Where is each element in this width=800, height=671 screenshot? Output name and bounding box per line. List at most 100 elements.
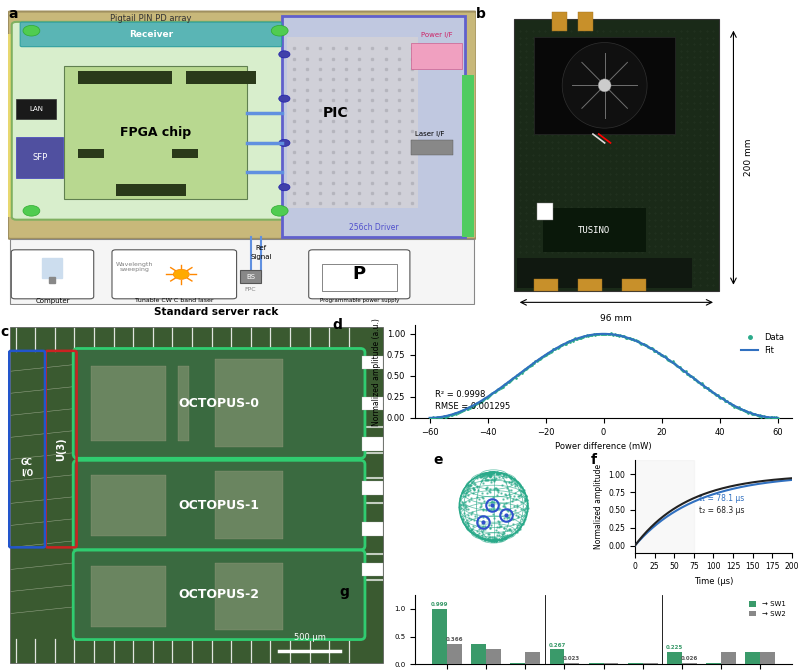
Bar: [78, 149, 104, 158]
Text: 96 mm: 96 mm: [601, 314, 632, 323]
FancyBboxPatch shape: [17, 99, 56, 119]
Text: a: a: [8, 7, 18, 21]
Bar: [91, 366, 166, 441]
FancyBboxPatch shape: [12, 22, 288, 219]
Text: OCTOPUS-1: OCTOPUS-1: [178, 499, 259, 511]
Line: Fit: Fit: [430, 334, 778, 418]
Bar: [116, 185, 186, 196]
Fit: [426, 414, 435, 422]
Text: t₁ = 78.1 μs: t₁ = 78.1 μs: [699, 495, 745, 503]
Text: 0.026: 0.026: [681, 656, 698, 662]
Bar: [578, 11, 593, 31]
Text: t₂ = 68.3 μs: t₂ = 68.3 μs: [699, 506, 745, 515]
FancyBboxPatch shape: [10, 239, 474, 304]
Text: Standard server rack: Standard server rack: [154, 307, 278, 317]
Text: U(3): U(3): [56, 437, 66, 461]
Circle shape: [23, 205, 40, 216]
FancyBboxPatch shape: [20, 22, 282, 47]
Text: Laser I/F: Laser I/F: [415, 131, 444, 137]
Bar: [642, 663, 658, 664]
Bar: [550, 650, 565, 664]
Text: g: g: [340, 584, 350, 599]
Text: 0.267: 0.267: [548, 643, 566, 648]
Bar: [447, 644, 462, 664]
Bar: [517, 258, 693, 288]
Bar: [215, 471, 283, 539]
Bar: [603, 663, 618, 664]
Circle shape: [23, 25, 40, 36]
Circle shape: [271, 205, 288, 216]
FancyBboxPatch shape: [411, 42, 462, 69]
FancyBboxPatch shape: [74, 460, 365, 550]
Text: b: b: [476, 7, 486, 21]
FancyBboxPatch shape: [286, 37, 418, 208]
Bar: [578, 278, 602, 291]
Bar: [721, 652, 736, 664]
Legend: Data, Fit: Data, Fit: [738, 329, 788, 358]
FancyBboxPatch shape: [11, 250, 94, 299]
Fit: [719, 396, 729, 404]
Fit: [742, 407, 751, 415]
Bar: [622, 278, 646, 291]
Text: Tunable CW C band laser: Tunable CW C band laser: [135, 299, 214, 303]
Legend: → SW1, → SW2: → SW1, → SW2: [746, 599, 789, 619]
Bar: [635, 460, 694, 553]
Bar: [91, 566, 166, 627]
Text: TUSINO: TUSINO: [578, 225, 610, 235]
Text: R² = 0.9998: R² = 0.9998: [435, 390, 486, 399]
Bar: [411, 140, 453, 155]
Text: 200 mm: 200 mm: [744, 139, 753, 176]
Bar: [745, 652, 760, 664]
Fit: [773, 414, 782, 422]
Circle shape: [278, 184, 290, 191]
Text: Power I/F: Power I/F: [421, 32, 453, 38]
Fit: [425, 414, 434, 422]
Bar: [362, 356, 383, 370]
Data: [773, 413, 782, 421]
Text: e: e: [434, 453, 443, 467]
Bar: [186, 70, 256, 84]
Text: RMSE = 0.001295: RMSE = 0.001295: [435, 401, 510, 411]
Bar: [628, 663, 642, 664]
Data: [633, 336, 642, 344]
Line: Data: Data: [428, 332, 778, 419]
Bar: [462, 75, 474, 238]
Data: [425, 413, 434, 421]
Circle shape: [278, 95, 290, 102]
Bar: [486, 650, 501, 664]
Bar: [362, 562, 383, 576]
FancyBboxPatch shape: [309, 250, 410, 299]
Bar: [91, 474, 166, 535]
Bar: [565, 663, 579, 664]
Text: P: P: [353, 265, 366, 283]
Bar: [552, 11, 566, 31]
Text: FPC: FPC: [245, 287, 257, 292]
Bar: [589, 663, 603, 664]
Text: f: f: [591, 453, 597, 467]
Data: [639, 340, 649, 348]
Fit: [639, 340, 649, 348]
Y-axis label: Normalized amplitude (a.u.): Normalized amplitude (a.u.): [372, 317, 382, 425]
Bar: [543, 208, 646, 252]
Bar: [362, 522, 383, 535]
FancyBboxPatch shape: [74, 550, 365, 639]
Text: 0.225: 0.225: [666, 645, 683, 650]
X-axis label: Time (μs): Time (μs): [694, 577, 733, 586]
Bar: [362, 481, 383, 495]
Fit: [598, 330, 608, 338]
FancyBboxPatch shape: [112, 250, 237, 299]
Data: [426, 414, 435, 422]
Bar: [362, 397, 383, 410]
Text: PIC: PIC: [323, 107, 349, 120]
Data: [719, 395, 729, 403]
FancyBboxPatch shape: [8, 11, 477, 239]
Text: c: c: [1, 325, 9, 340]
Circle shape: [598, 79, 611, 92]
Text: GC
I/O: GC I/O: [21, 458, 33, 478]
Bar: [215, 562, 283, 631]
Text: Pigtail PIN PD array: Pigtail PIN PD array: [110, 14, 192, 23]
Bar: [8, 34, 14, 217]
Text: Computer: Computer: [35, 298, 70, 304]
Text: BS: BS: [246, 274, 255, 280]
Bar: [178, 366, 189, 441]
